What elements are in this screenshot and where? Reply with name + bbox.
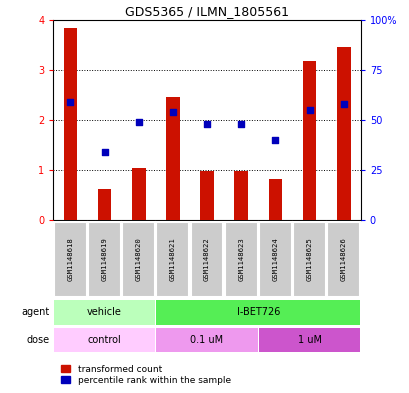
Point <box>67 99 74 105</box>
Point <box>169 109 176 115</box>
Bar <box>292 222 325 297</box>
Text: GSM1148620: GSM1148620 <box>135 237 142 281</box>
Text: GSM1148622: GSM1148622 <box>204 237 209 281</box>
Text: I-BET726: I-BET726 <box>236 307 279 318</box>
Text: agent: agent <box>21 307 49 318</box>
Bar <box>258 327 359 352</box>
Bar <box>302 61 316 220</box>
Text: GSM1148618: GSM1148618 <box>67 237 73 281</box>
Bar <box>156 222 189 297</box>
Bar <box>156 300 359 325</box>
Point <box>101 149 108 155</box>
Text: GSM1148623: GSM1148623 <box>238 237 244 281</box>
Text: GSM1148625: GSM1148625 <box>306 237 312 281</box>
Text: GSM1148619: GSM1148619 <box>101 237 107 281</box>
Text: GSM1148626: GSM1148626 <box>340 237 346 281</box>
Bar <box>63 28 77 220</box>
Point <box>272 137 278 143</box>
Title: GDS5365 / ILMN_1805561: GDS5365 / ILMN_1805561 <box>125 6 288 18</box>
Point <box>306 107 312 113</box>
Bar <box>224 222 257 297</box>
Point <box>135 119 142 125</box>
Bar <box>88 222 121 297</box>
Text: dose: dose <box>26 335 49 345</box>
Point <box>339 101 346 107</box>
Bar <box>54 222 87 297</box>
Bar <box>132 169 145 220</box>
Bar <box>336 47 350 220</box>
Text: 0.1 uM: 0.1 uM <box>190 335 223 345</box>
Bar <box>97 189 111 220</box>
Bar <box>234 171 247 220</box>
Text: 1 uM: 1 uM <box>297 335 321 345</box>
Bar <box>54 300 155 325</box>
Text: control: control <box>88 335 121 345</box>
Bar <box>54 327 155 352</box>
Point <box>203 121 210 127</box>
Text: GSM1148621: GSM1148621 <box>169 237 175 281</box>
Bar <box>156 327 257 352</box>
Bar <box>326 222 359 297</box>
Bar <box>200 171 213 220</box>
Bar <box>190 222 223 297</box>
Bar <box>268 179 281 220</box>
Bar <box>166 97 179 220</box>
Bar <box>122 222 155 297</box>
Text: vehicle: vehicle <box>87 307 122 318</box>
Bar <box>258 222 291 297</box>
Text: GSM1148624: GSM1148624 <box>272 237 278 281</box>
Legend: transformed count, percentile rank within the sample: transformed count, percentile rank withi… <box>58 362 234 389</box>
Point <box>237 121 244 127</box>
